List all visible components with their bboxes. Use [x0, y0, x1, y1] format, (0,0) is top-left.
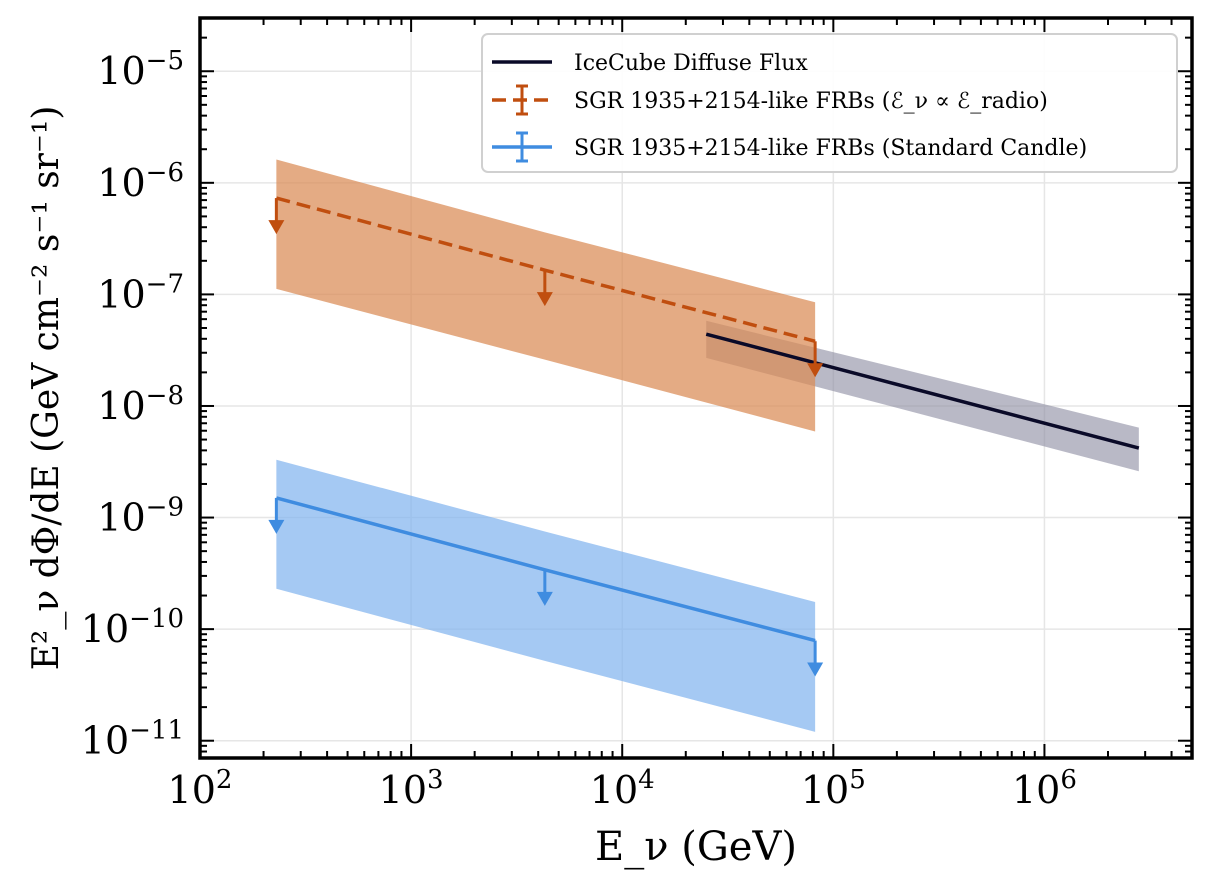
tick-label: 104 [590, 765, 655, 812]
line-series-0 [705, 332, 1140, 450]
tick-label: 106 [1012, 765, 1077, 812]
tick-label: 10−5 [97, 46, 184, 93]
legend-label-1: SGR 1935+2154-like FRBs (ℰ_ν ∝ ℰ_radio) [574, 89, 1048, 114]
axis-titles: E_ν (GeV) E²_ν dΦ/dE (GeV cm⁻² s⁻¹ sr⁻¹) [26, 106, 797, 870]
y-axis-title: E²_ν dΦ/dE (GeV cm⁻² s⁻¹ sr⁻¹) [26, 106, 67, 671]
tick-label: 10−11 [81, 716, 184, 763]
legend-box [481, 33, 1178, 173]
x-axis-title: E_ν (GeV) [595, 824, 797, 870]
upper-limit-arrow [268, 220, 285, 235]
plot-frame [198, 16, 1194, 760]
tick-label: 10−10 [81, 604, 184, 651]
tick-label: 10−8 [97, 381, 184, 428]
legend-label-2: SGR 1935+2154-like FRBs (Standard Candle… [574, 136, 1087, 161]
upper-limit-markers [268, 198, 824, 677]
upper-limit-arrow [536, 292, 553, 307]
tick-label: 102 [168, 765, 233, 812]
tick-label: 103 [379, 765, 444, 812]
legend: IceCube Diffuse Flux SGR 1935+2154-like F… [481, 33, 1178, 173]
uncertainty-bands [276, 159, 1139, 732]
tick-label: 10−6 [97, 158, 184, 205]
upper-limit-arrow [807, 363, 824, 378]
legend-label-0: IceCube Diffuse Flux [574, 51, 808, 76]
tick-labels: 102 103 104 105 106 10−11 10−10 10−9 10−8 10−7 10−… [81, 46, 1077, 812]
tick-label: 105 [801, 765, 866, 812]
tick-label: 10−9 [97, 493, 184, 540]
upper-limit-arrow [807, 662, 824, 677]
upper-limit-arrow [268, 519, 285, 534]
upper-limit-arrow [536, 591, 553, 606]
tick-label: 10−7 [97, 269, 184, 316]
